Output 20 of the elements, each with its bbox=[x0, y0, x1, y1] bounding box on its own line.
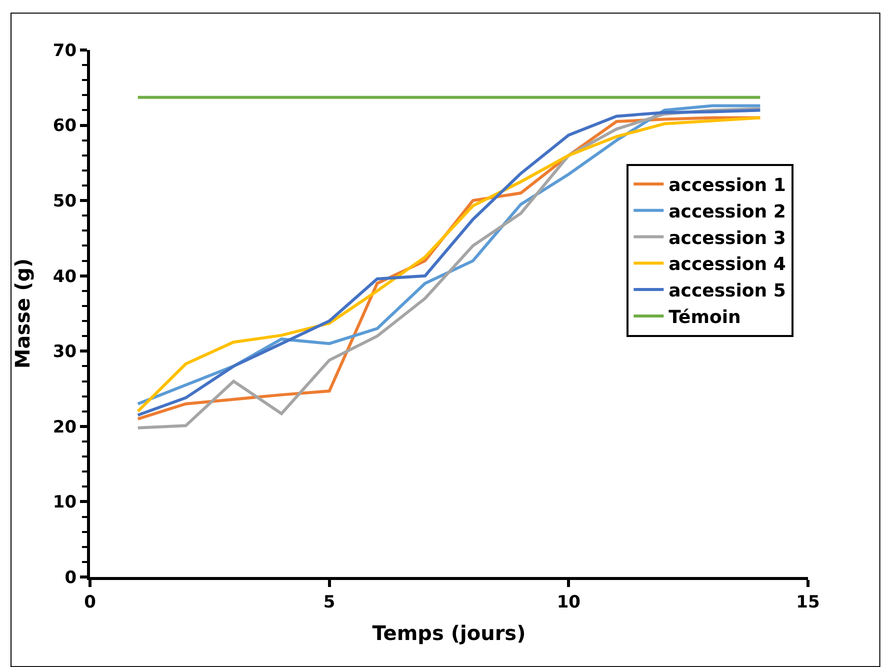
legend-label: Témoin bbox=[668, 306, 741, 328]
y-tick-label: 60 bbox=[52, 116, 77, 136]
legend-label: accession 2 bbox=[668, 201, 786, 222]
y-tick-label: 30 bbox=[52, 342, 77, 362]
y-tick-label: 10 bbox=[52, 492, 77, 513]
y-tick-label: 40 bbox=[52, 266, 77, 287]
y-tick-label: 50 bbox=[52, 192, 77, 212]
x-tick-label: 5 bbox=[323, 592, 336, 612]
x-tick-label: 15 bbox=[796, 592, 820, 612]
legend-label: accession 3 bbox=[668, 228, 786, 249]
y-axis-title: Masse (g) bbox=[10, 258, 34, 369]
x-tick-label: 0 bbox=[84, 592, 96, 612]
x-tick-label: 10 bbox=[556, 592, 581, 612]
y-tick-label: 20 bbox=[52, 417, 77, 438]
legend-label: accession 5 bbox=[668, 280, 786, 302]
y-tick-label: 0 bbox=[64, 568, 77, 588]
y-tick-label: 70 bbox=[52, 40, 77, 61]
legend-label: accession 1 bbox=[668, 174, 786, 196]
legend-label: accession 4 bbox=[668, 254, 786, 276]
x-axis-title: Temps (jours) bbox=[372, 620, 526, 645]
